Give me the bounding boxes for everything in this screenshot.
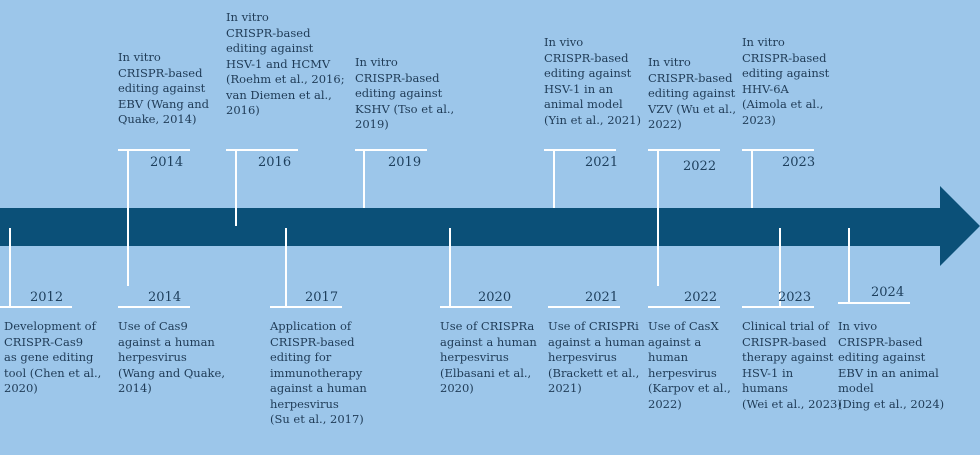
event-year: 2012 [30,290,64,305]
connector-line [553,150,555,208]
year-line [355,149,427,151]
event-year: 2023 [782,155,816,170]
event-year: 2017 [305,290,339,305]
event-description: In vitro CRISPR-based editing against VZ… [648,55,737,131]
connector-line [127,150,129,286]
event-description: In vivo CRISPR-based editing against HSV… [544,35,641,127]
connector-line [235,150,237,226]
year-line [742,306,814,308]
connector-line [449,228,451,306]
year-line [118,306,190,308]
event-description: Use of CasX against a human herpesvirus … [648,319,731,411]
event-year: 2022 [684,290,718,305]
event-year: 2021 [585,155,619,170]
event-year: 2014 [150,155,184,170]
connector-line [9,228,11,306]
year-line [648,306,720,308]
connector-line [848,228,850,304]
year-line [838,302,910,304]
connector-line [363,150,365,208]
event-description: Development of CRISPR-Cas9 as gene editi… [4,319,102,395]
year-line [440,306,512,308]
event-description: In vitro CRISPR-based editing against HS… [226,10,345,117]
event-description: Use of CRISPRa against a human herpesvir… [440,319,537,395]
year-line [548,306,620,308]
event-description: Application of CRISPR-based editing for … [270,319,367,426]
year-line [648,149,720,151]
year-line [226,149,298,151]
event-year: 2021 [585,290,619,305]
event-year: 2024 [871,285,905,300]
event-year: 2020 [478,290,512,305]
event-year: 2022 [683,159,717,174]
event-year: 2016 [258,155,292,170]
year-line [742,149,814,151]
event-year: 2019 [388,155,422,170]
connector-line [285,228,287,306]
event-description: Use of Cas9 against a human herpesvirus … [118,319,225,395]
event-year: 2014 [148,290,182,305]
year-line [270,306,342,308]
year-line [544,149,616,151]
year-line [118,149,190,151]
event-description: Clinical trial of CRISPR-based therapy a… [742,319,842,411]
event-description: In vitro CRISPR-based editing against KS… [355,55,455,131]
connector-line [657,150,659,286]
event-description: In vitro CRISPR-based editing against HH… [742,35,830,127]
connector-line [779,228,781,306]
event-description: In vitro CRISPR-based editing against EB… [118,50,210,126]
event-year: 2023 [778,290,812,305]
timeline-arrow-shape [0,186,980,266]
event-description: Use of CRISPRi against a human herpesvir… [548,319,645,395]
connector-line [751,150,753,208]
event-description: In vivo CRISPR-based editing against EBV… [838,319,945,411]
year-line [0,306,72,308]
